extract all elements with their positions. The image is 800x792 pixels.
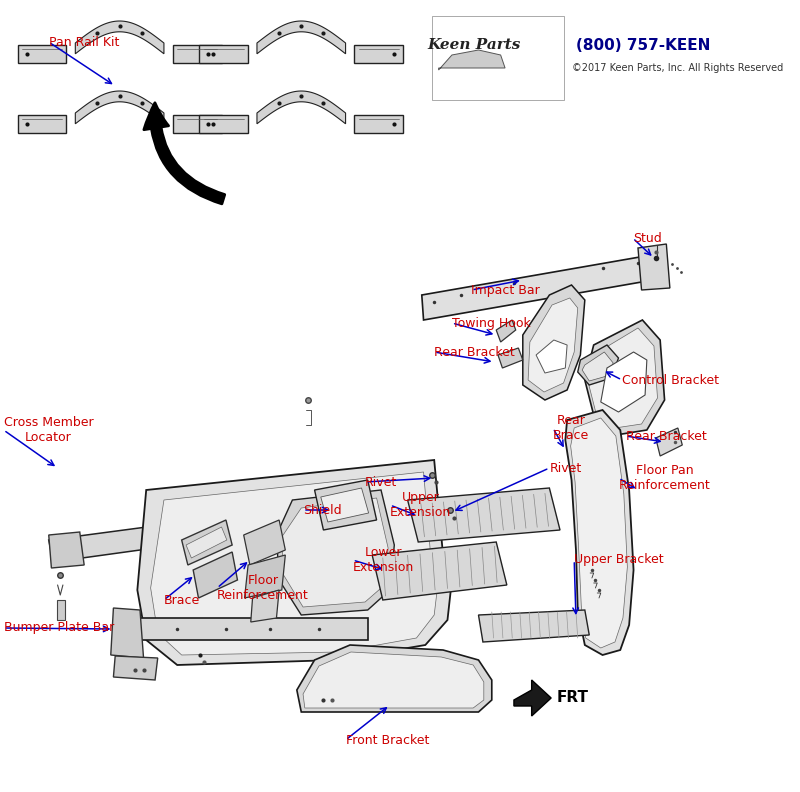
Polygon shape — [528, 298, 578, 392]
Text: Rear Bracket: Rear Bracket — [626, 429, 706, 443]
Polygon shape — [18, 45, 66, 63]
Text: Rivet: Rivet — [365, 475, 398, 489]
Polygon shape — [182, 520, 232, 565]
Text: Floor
Reinforcement: Floor Reinforcement — [217, 574, 309, 602]
Polygon shape — [49, 532, 84, 568]
Polygon shape — [372, 542, 507, 600]
Polygon shape — [566, 410, 634, 655]
Polygon shape — [588, 328, 658, 428]
Polygon shape — [314, 480, 377, 530]
Text: Floor Pan
Reinforcement: Floor Pan Reinforcement — [618, 464, 710, 492]
Polygon shape — [354, 45, 403, 63]
Text: Brace: Brace — [164, 593, 200, 607]
Polygon shape — [570, 418, 627, 648]
Text: Stud: Stud — [633, 231, 662, 245]
Polygon shape — [114, 656, 158, 680]
Text: Bumper Plate Bar: Bumper Plate Bar — [3, 622, 114, 634]
Text: Cross Member
Locator: Cross Member Locator — [3, 416, 93, 444]
Polygon shape — [257, 91, 346, 124]
Polygon shape — [438, 50, 505, 70]
Polygon shape — [282, 498, 388, 607]
Polygon shape — [199, 45, 248, 63]
Polygon shape — [193, 552, 238, 598]
Polygon shape — [150, 472, 438, 655]
Polygon shape — [585, 320, 665, 435]
Polygon shape — [245, 555, 286, 598]
Text: Towing Hook: Towing Hook — [452, 317, 530, 329]
Polygon shape — [536, 340, 567, 373]
Text: ©2017 Keen Parts, Inc. All Rights Reserved: ©2017 Keen Parts, Inc. All Rights Reserv… — [571, 63, 782, 73]
Polygon shape — [601, 352, 647, 412]
Polygon shape — [199, 115, 248, 133]
Polygon shape — [422, 255, 653, 320]
Polygon shape — [478, 610, 590, 642]
Polygon shape — [75, 21, 164, 54]
Text: Pan Rail Kit: Pan Rail Kit — [49, 36, 119, 48]
Polygon shape — [408, 488, 560, 542]
Polygon shape — [57, 600, 65, 620]
FancyBboxPatch shape — [433, 16, 565, 100]
Polygon shape — [321, 488, 369, 522]
Polygon shape — [250, 590, 279, 622]
Polygon shape — [514, 680, 551, 716]
Polygon shape — [354, 115, 403, 133]
Text: Shield: Shield — [303, 504, 342, 516]
Polygon shape — [297, 645, 492, 712]
Polygon shape — [186, 527, 227, 558]
Text: Keen Parts: Keen Parts — [427, 38, 521, 52]
Polygon shape — [303, 652, 484, 708]
Polygon shape — [138, 460, 452, 665]
Text: FRT: FRT — [557, 691, 589, 706]
Text: Control Bracket: Control Bracket — [622, 374, 719, 386]
Text: Front Bracket: Front Bracket — [346, 733, 429, 747]
Polygon shape — [582, 352, 613, 381]
Polygon shape — [277, 490, 394, 615]
FancyArrowPatch shape — [144, 103, 225, 204]
Polygon shape — [49, 490, 430, 562]
Text: (800) 757-KEEN: (800) 757-KEEN — [576, 37, 710, 52]
Text: Rivet: Rivet — [550, 462, 582, 474]
Text: Rear Bracket: Rear Bracket — [434, 345, 515, 359]
Text: Impact Bar: Impact Bar — [471, 284, 540, 296]
Polygon shape — [115, 618, 368, 640]
Polygon shape — [638, 244, 670, 290]
Polygon shape — [522, 285, 585, 400]
Text: Upper
Extension: Upper Extension — [390, 491, 451, 519]
Text: Rear
Brace: Rear Brace — [553, 414, 589, 442]
Text: Upper Bracket: Upper Bracket — [574, 554, 664, 566]
Polygon shape — [18, 115, 66, 133]
Polygon shape — [578, 345, 618, 385]
Polygon shape — [75, 91, 164, 124]
Polygon shape — [110, 608, 143, 658]
Polygon shape — [244, 520, 286, 565]
Polygon shape — [173, 115, 222, 133]
Polygon shape — [173, 45, 222, 63]
Polygon shape — [257, 21, 346, 54]
Polygon shape — [496, 320, 516, 342]
Polygon shape — [498, 348, 522, 368]
Polygon shape — [656, 428, 682, 456]
Text: Lower
Extension: Lower Extension — [353, 546, 414, 574]
